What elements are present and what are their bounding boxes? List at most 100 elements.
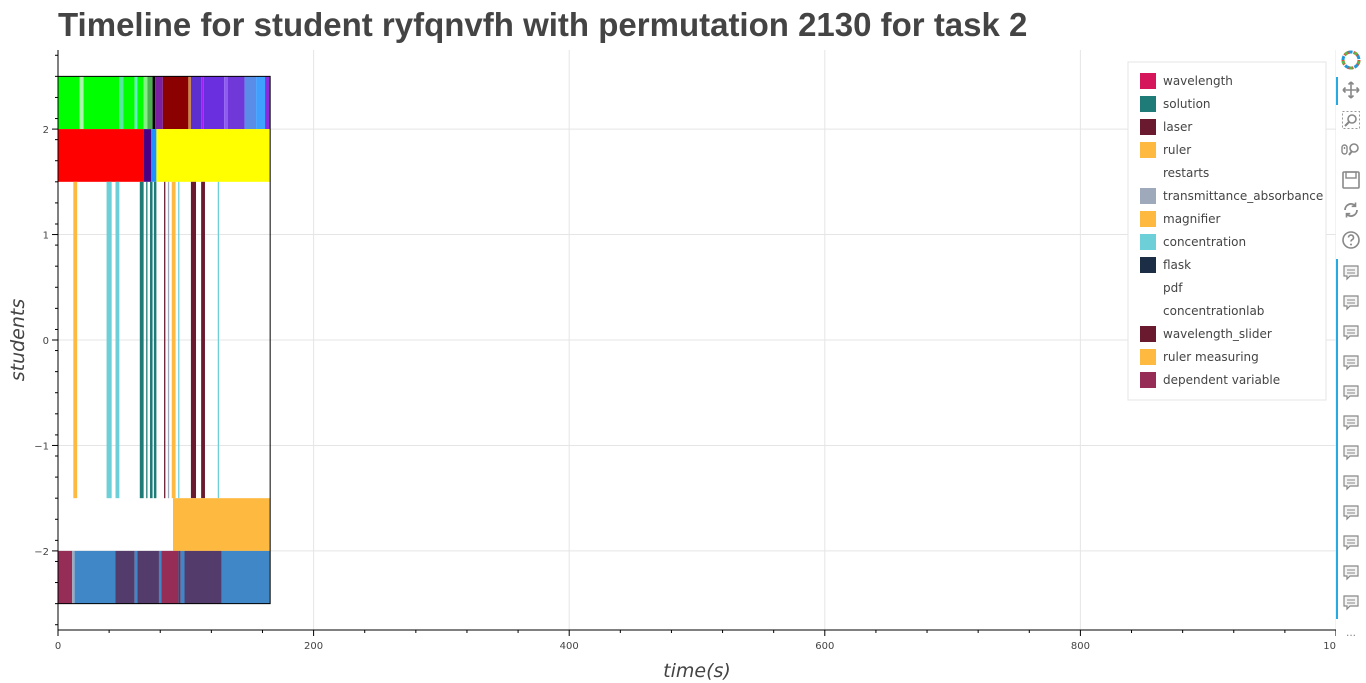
legend-label: dependent variable: [1163, 373, 1280, 387]
grid: [57, 50, 1336, 630]
timeline-segment: [256, 76, 266, 130]
more-tools-button[interactable]: ...: [1345, 625, 1356, 639]
legend-label: wavelength_slider: [1163, 327, 1272, 341]
timeline-segment: [146, 181, 148, 499]
legend-item: ruler measuring: [1140, 349, 1259, 365]
timeline-segment: [134, 550, 138, 604]
legend-item: laser: [1140, 119, 1192, 135]
hover-tool-icon[interactable]: [1340, 562, 1362, 584]
timeline-segment: [143, 76, 148, 130]
timeline-segment: [83, 76, 120, 130]
reset-icon[interactable]: [1340, 199, 1362, 221]
legend-item: ruler: [1140, 142, 1191, 158]
timeline-segment: [201, 76, 204, 130]
timeline-segment: [123, 76, 135, 130]
legend-label: concentrationlab: [1163, 304, 1264, 318]
axes: 0 200 400 600 800 1000 −2 −1 0 1 2: [34, 50, 1336, 652]
box-zoom-icon[interactable]: [1340, 109, 1362, 131]
legend-label: magnifier: [1163, 212, 1221, 226]
timeline-segment: [147, 76, 153, 130]
legend-label: ruler: [1163, 143, 1191, 157]
timeline-segment: [143, 129, 152, 182]
x-tick-label: 800: [1071, 641, 1090, 652]
legend-swatch: [1140, 257, 1156, 273]
timeline-segment: [58, 129, 144, 182]
hover-tool-icon[interactable]: [1340, 412, 1362, 434]
hover-tool-icon[interactable]: [1340, 322, 1362, 344]
y-tick-label: 2: [43, 125, 49, 136]
hover-tool-icon[interactable]: [1340, 262, 1362, 284]
chart-plot[interactable]: 0 200 400 600 800 1000 −2 −1 0 1 2 time(s) student…: [0, 0, 1336, 683]
wheel-zoom-icon[interactable]: [1340, 139, 1362, 161]
hover-tool-icon[interactable]: [1340, 532, 1362, 554]
timeline-segment: [58, 76, 80, 130]
hover-tool-icon[interactable]: [1340, 592, 1362, 614]
timeline-segment: [162, 76, 189, 130]
timeline-segment: [171, 181, 176, 499]
y-tick-label: 1: [43, 231, 49, 242]
legend-swatch: [1140, 165, 1156, 181]
timeline-segment: [119, 76, 124, 130]
timeline-segment: [173, 498, 271, 551]
legend-item: solution: [1140, 96, 1211, 112]
legend-item: concentration: [1140, 234, 1246, 250]
save-icon[interactable]: [1340, 169, 1362, 191]
x-axis-label: time(s): [663, 660, 731, 682]
timeline-segment: [221, 550, 271, 604]
timeline-segment: [164, 181, 166, 499]
legend-label: solution: [1163, 97, 1211, 111]
x-tick-label: 0: [55, 641, 61, 652]
legend-item: flask: [1140, 257, 1191, 273]
timeline-segment: [155, 76, 163, 130]
timeline-segment: [178, 181, 180, 499]
hover-tool-icon[interactable]: [1340, 442, 1362, 464]
timeline-segment: [72, 550, 75, 604]
legend-label: flask: [1163, 258, 1191, 272]
legend: wavelength solution laser ruler restarts tran…: [1127, 61, 1327, 401]
legend-swatch: [1140, 188, 1156, 204]
legend-label: ruler measuring: [1163, 350, 1259, 364]
hover-tool-icon[interactable]: [1340, 382, 1362, 404]
timeline-segment: [151, 129, 157, 182]
timeline-segment: [137, 550, 159, 604]
x-tick-label: 200: [304, 641, 323, 652]
timeline-segment: [58, 550, 73, 604]
legend-swatch: [1140, 303, 1156, 319]
legend-swatch: [1140, 73, 1156, 89]
timeline-segment: [244, 76, 257, 130]
legend-swatch: [1140, 119, 1156, 135]
timeline-segment: [190, 76, 202, 130]
timeline-segment: [79, 76, 84, 130]
pan-icon[interactable]: [1340, 79, 1362, 101]
hover-tool-icon[interactable]: [1340, 352, 1362, 374]
active-tool-indicator: [1336, 77, 1338, 105]
timeline-segment: [158, 550, 162, 604]
hover-tool-icon[interactable]: [1340, 472, 1362, 494]
timeline-segment: [180, 550, 185, 604]
legend-label: wavelength: [1163, 74, 1233, 88]
help-icon[interactable]: [1340, 229, 1362, 251]
timeline-segment: [167, 181, 170, 499]
legend-swatch: [1140, 234, 1156, 250]
timeline-segment: [139, 181, 144, 499]
legend-label: concentration: [1163, 235, 1246, 249]
legend-item: wavelength_slider: [1140, 326, 1272, 342]
x-tick-label: 600: [815, 641, 834, 652]
hover-tool-icon[interactable]: [1340, 292, 1362, 314]
legend-swatch: [1140, 326, 1156, 342]
timeline-segment: [73, 181, 78, 499]
legend-label: restarts: [1163, 166, 1209, 180]
timeline-segment: [201, 181, 205, 499]
legend-swatch: [1140, 211, 1156, 227]
bokeh-logo-icon[interactable]: [1340, 49, 1362, 71]
timeline-segment: [161, 550, 179, 604]
timeline-segment: [115, 181, 120, 499]
y-axis-label: students: [7, 299, 29, 382]
timeline-segment: [227, 76, 245, 130]
legend-box: [1127, 61, 1327, 401]
legend-item: restarts: [1140, 165, 1209, 181]
hover-tool-icon[interactable]: [1340, 502, 1362, 524]
legend-swatch: [1140, 349, 1156, 365]
legend-swatch: [1140, 142, 1156, 158]
timeline-segment: [137, 76, 144, 130]
